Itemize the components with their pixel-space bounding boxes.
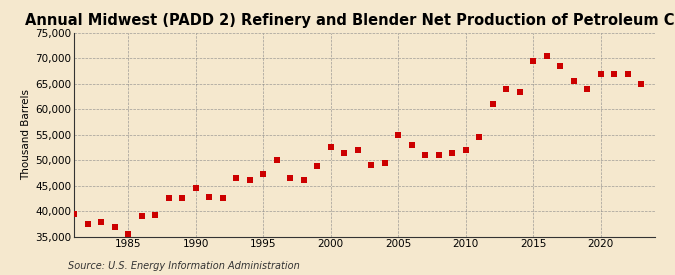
Point	[177, 196, 188, 200]
Point	[555, 64, 566, 68]
Point	[136, 214, 147, 218]
Point	[244, 177, 255, 182]
Point	[568, 79, 579, 84]
Point	[123, 232, 134, 236]
Point	[204, 195, 215, 200]
Title: Annual Midwest (PADD 2) Refinery and Blender Net Production of Petroleum Coke: Annual Midwest (PADD 2) Refinery and Ble…	[25, 13, 675, 28]
Point	[460, 148, 471, 152]
Point	[217, 196, 228, 200]
Point	[352, 148, 363, 152]
Point	[474, 135, 485, 139]
Point	[69, 211, 80, 216]
Point	[96, 220, 107, 224]
Point	[582, 87, 593, 91]
Point	[379, 161, 390, 165]
Point	[366, 163, 377, 167]
Point	[312, 164, 323, 169]
Point	[298, 177, 309, 182]
Point	[339, 150, 350, 155]
Point	[433, 153, 444, 157]
Point	[622, 72, 633, 76]
Point	[636, 82, 647, 86]
Point	[258, 172, 269, 177]
Point	[190, 186, 201, 190]
Y-axis label: Thousand Barrels: Thousand Barrels	[21, 89, 31, 180]
Point	[487, 102, 498, 106]
Point	[406, 143, 417, 147]
Point	[541, 54, 552, 58]
Point	[528, 59, 539, 63]
Point	[82, 222, 93, 226]
Point	[271, 158, 282, 162]
Point	[163, 196, 174, 200]
Point	[447, 150, 458, 155]
Point	[325, 145, 336, 150]
Point	[420, 153, 431, 157]
Point	[285, 176, 296, 180]
Point	[109, 225, 120, 230]
Point	[393, 133, 404, 137]
Point	[514, 89, 525, 94]
Text: Source: U.S. Energy Information Administration: Source: U.S. Energy Information Administ…	[68, 261, 299, 271]
Point	[501, 87, 512, 91]
Point	[231, 176, 242, 180]
Point	[595, 72, 606, 76]
Point	[150, 213, 161, 217]
Point	[609, 72, 620, 76]
